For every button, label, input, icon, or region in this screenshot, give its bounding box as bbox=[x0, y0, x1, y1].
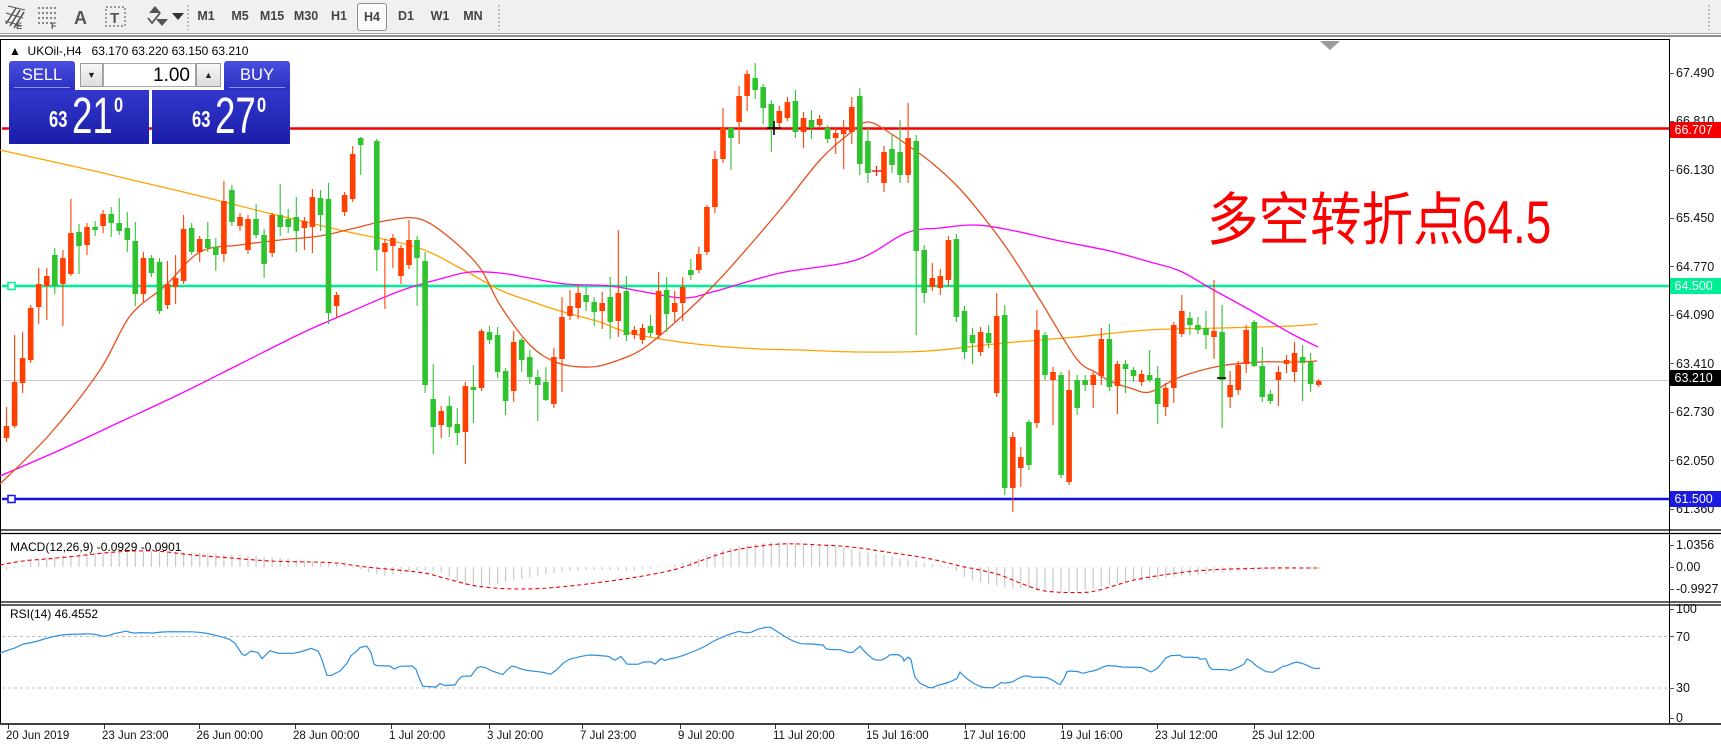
svg-text:T: T bbox=[110, 10, 119, 27]
svg-text:E: E bbox=[16, 21, 22, 31]
svg-text:F: F bbox=[51, 21, 57, 31]
svg-text:A: A bbox=[74, 8, 87, 28]
svg-text:64.5: 64.5 bbox=[1462, 190, 1551, 256]
